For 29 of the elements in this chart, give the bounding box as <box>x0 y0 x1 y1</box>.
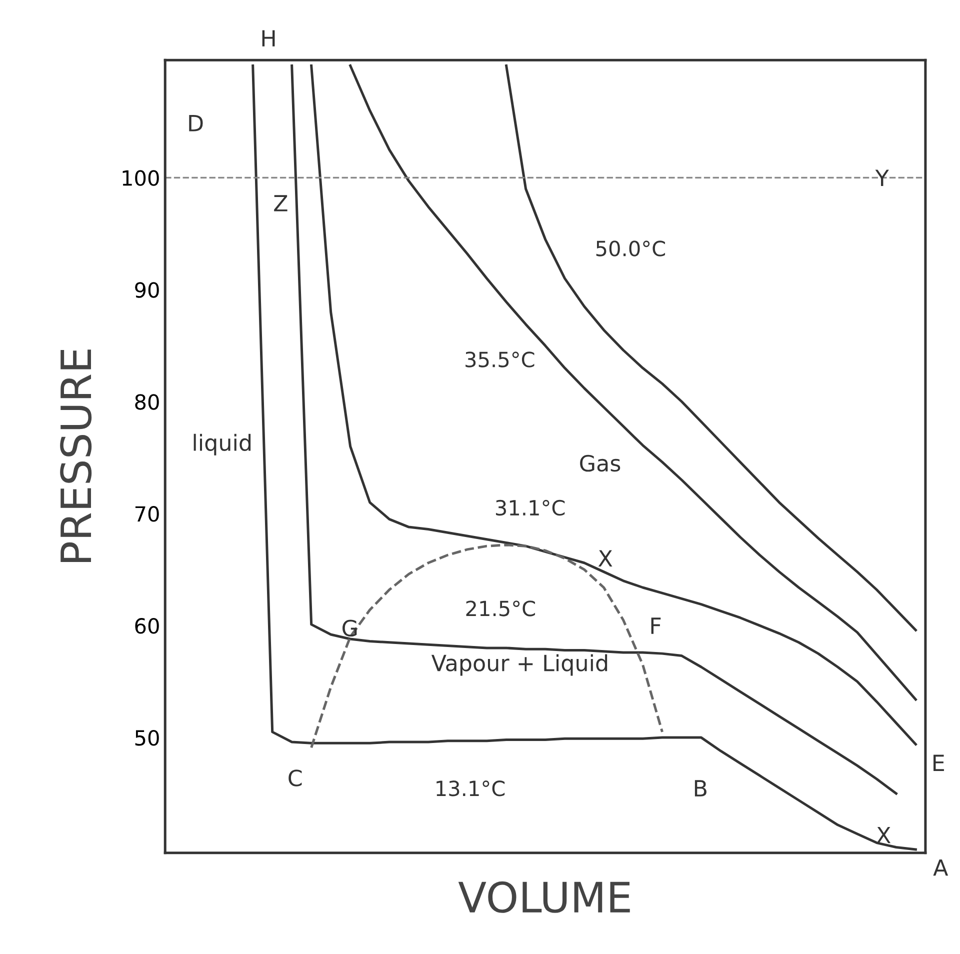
annotation: liquid <box>194 434 251 456</box>
annotation: C <box>288 770 302 786</box>
annotation: X <box>876 826 891 844</box>
annotation: Z <box>274 195 288 212</box>
series-label: 21.5°C <box>466 600 535 616</box>
y-axis-title: PRESSURE <box>60 350 92 562</box>
annotation: Vapour + Liquid <box>431 654 608 676</box>
y-tick-label: 100 <box>122 170 159 186</box>
text: A <box>933 859 948 876</box>
annotation: Y <box>875 170 889 186</box>
text: H <box>262 30 275 46</box>
series-label: 31.1°C <box>496 500 565 516</box>
series-label: 13.1°C <box>436 780 505 796</box>
text: E <box>934 754 944 772</box>
annotation: F <box>651 618 661 634</box>
y-tick-label: 70 <box>135 506 159 522</box>
annotation: Gas <box>580 454 620 472</box>
y-tick-label: 90 <box>135 282 159 298</box>
annotation: B <box>694 780 706 796</box>
series-label: 50.0°C <box>596 240 665 256</box>
annotation: D <box>189 115 203 132</box>
y-tick-label: 60 <box>135 618 159 634</box>
annotation: X <box>598 550 612 566</box>
annotation: G <box>342 620 357 637</box>
y-tick-label: 80 <box>135 394 159 410</box>
line-series <box>310 544 664 749</box>
series-label: 35.5°C <box>466 352 534 368</box>
y-tick-label: 50 <box>135 730 159 746</box>
x-axis-title: VOLUME <box>458 881 630 913</box>
